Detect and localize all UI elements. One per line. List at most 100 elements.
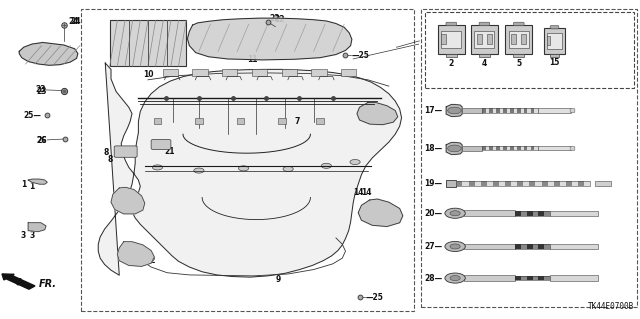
Bar [511,34,516,44]
Bar [500,146,503,151]
Bar [493,108,496,113]
Bar [547,33,562,48]
Bar [463,181,468,186]
Bar [499,181,505,186]
Bar [282,69,297,76]
FancyArrow shape [2,274,35,289]
FancyBboxPatch shape [550,26,559,29]
Text: 7: 7 [294,117,300,126]
Bar [531,146,534,151]
Text: 13: 13 [387,217,397,226]
Bar [534,146,538,151]
Bar [468,181,475,186]
Bar [548,181,554,186]
Bar [193,69,207,76]
Bar [513,54,524,57]
Bar [524,181,529,186]
Bar [222,69,237,76]
Bar [550,244,598,249]
Bar [420,9,637,307]
Text: 26: 26 [36,136,47,145]
Text: 20—: 20— [424,209,442,218]
Polygon shape [188,18,352,60]
Bar [462,108,482,113]
Bar [515,244,550,249]
Polygon shape [117,242,154,266]
Polygon shape [446,105,462,116]
Bar [479,54,490,57]
Bar [511,181,517,186]
Text: 24: 24 [70,18,81,26]
Bar [544,276,550,280]
Bar [527,108,531,113]
Bar [509,31,529,48]
Bar [493,146,496,151]
Bar [163,69,178,76]
Bar [81,9,414,311]
Bar [522,34,526,44]
Bar [503,108,507,113]
Bar [529,181,536,186]
Bar [446,245,451,248]
FancyBboxPatch shape [151,140,171,149]
Bar [496,108,500,113]
Bar [515,276,521,280]
Bar [489,108,493,113]
Bar [109,20,186,66]
Bar [500,108,503,113]
Bar [489,146,493,151]
Bar [487,34,492,44]
Bar [438,25,465,54]
Bar [517,181,524,186]
Bar [527,244,532,249]
Text: 14: 14 [353,188,364,197]
Text: 8: 8 [108,155,113,164]
Text: 6: 6 [129,206,134,215]
Bar [496,146,500,151]
Polygon shape [28,179,47,184]
Bar [520,108,524,113]
Polygon shape [357,103,397,125]
Bar [517,146,520,151]
Text: 12: 12 [131,253,141,262]
Text: 3: 3 [20,231,26,240]
Bar [481,181,487,186]
Text: 19—: 19— [424,179,442,188]
Circle shape [447,107,461,114]
Bar [464,244,515,249]
Bar [503,146,507,151]
Text: 8: 8 [103,148,108,157]
Bar [446,180,456,187]
Bar [524,108,527,113]
Text: 1: 1 [22,180,27,189]
Bar [584,181,590,186]
Circle shape [450,244,460,249]
Text: 17—: 17— [424,106,442,115]
Bar [316,118,324,124]
Bar [532,276,538,280]
Circle shape [445,241,465,251]
Bar [513,146,517,151]
Text: 26: 26 [36,136,47,145]
Bar [510,146,513,151]
Bar [154,118,161,124]
Circle shape [447,145,461,152]
Bar [538,211,544,216]
Bar [538,244,544,249]
Polygon shape [28,223,46,232]
Text: 23: 23 [35,85,46,94]
Bar [471,25,498,54]
Bar [527,211,532,216]
Bar [456,181,590,186]
Bar [538,276,544,280]
Bar [475,181,481,186]
Bar [474,31,495,48]
Bar [507,108,510,113]
Bar [527,146,531,151]
Bar [515,211,521,216]
Bar [572,181,578,186]
Bar [550,211,598,216]
Bar [195,118,203,124]
Circle shape [194,168,204,173]
Bar [524,146,527,151]
